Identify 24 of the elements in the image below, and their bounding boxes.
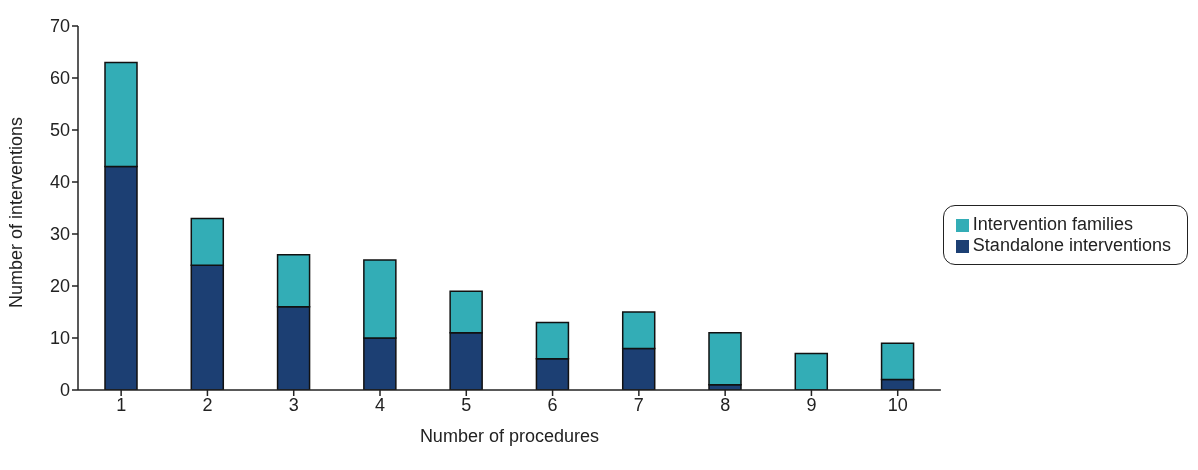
x-tick-label: 2	[202, 394, 213, 415]
y-tick-label: 30	[49, 224, 70, 245]
y-axis-title: Number of interventions	[6, 116, 27, 308]
x-tick-label: 6	[547, 394, 558, 415]
y-tick-label: 60	[49, 68, 70, 89]
x-tick-label: 10	[887, 394, 908, 415]
x-tick-label: 1	[116, 394, 127, 415]
y-tick-label: 20	[49, 276, 70, 297]
y-tick-label: 70	[49, 16, 70, 37]
legend-label: Intervention families	[972, 214, 1133, 234]
x-tick-label: 3	[288, 394, 299, 415]
bar	[794, 352, 829, 390]
x-tick-label: 5	[461, 394, 472, 415]
y-tick-label: 10	[49, 328, 70, 349]
x-tick-label: 9	[806, 394, 817, 415]
y-tick-label: 50	[49, 120, 70, 141]
legend-label: Standalone interventions	[972, 235, 1171, 255]
x-tick-label: 4	[374, 394, 386, 415]
x-tick-label: 8	[720, 394, 731, 415]
y-tick-label: 0	[59, 380, 70, 401]
x-tick-label: 7	[633, 394, 644, 415]
y-tick-label: 40	[49, 172, 70, 193]
x-axis-title: Number of procedures	[419, 426, 599, 446]
bar	[708, 332, 742, 386]
